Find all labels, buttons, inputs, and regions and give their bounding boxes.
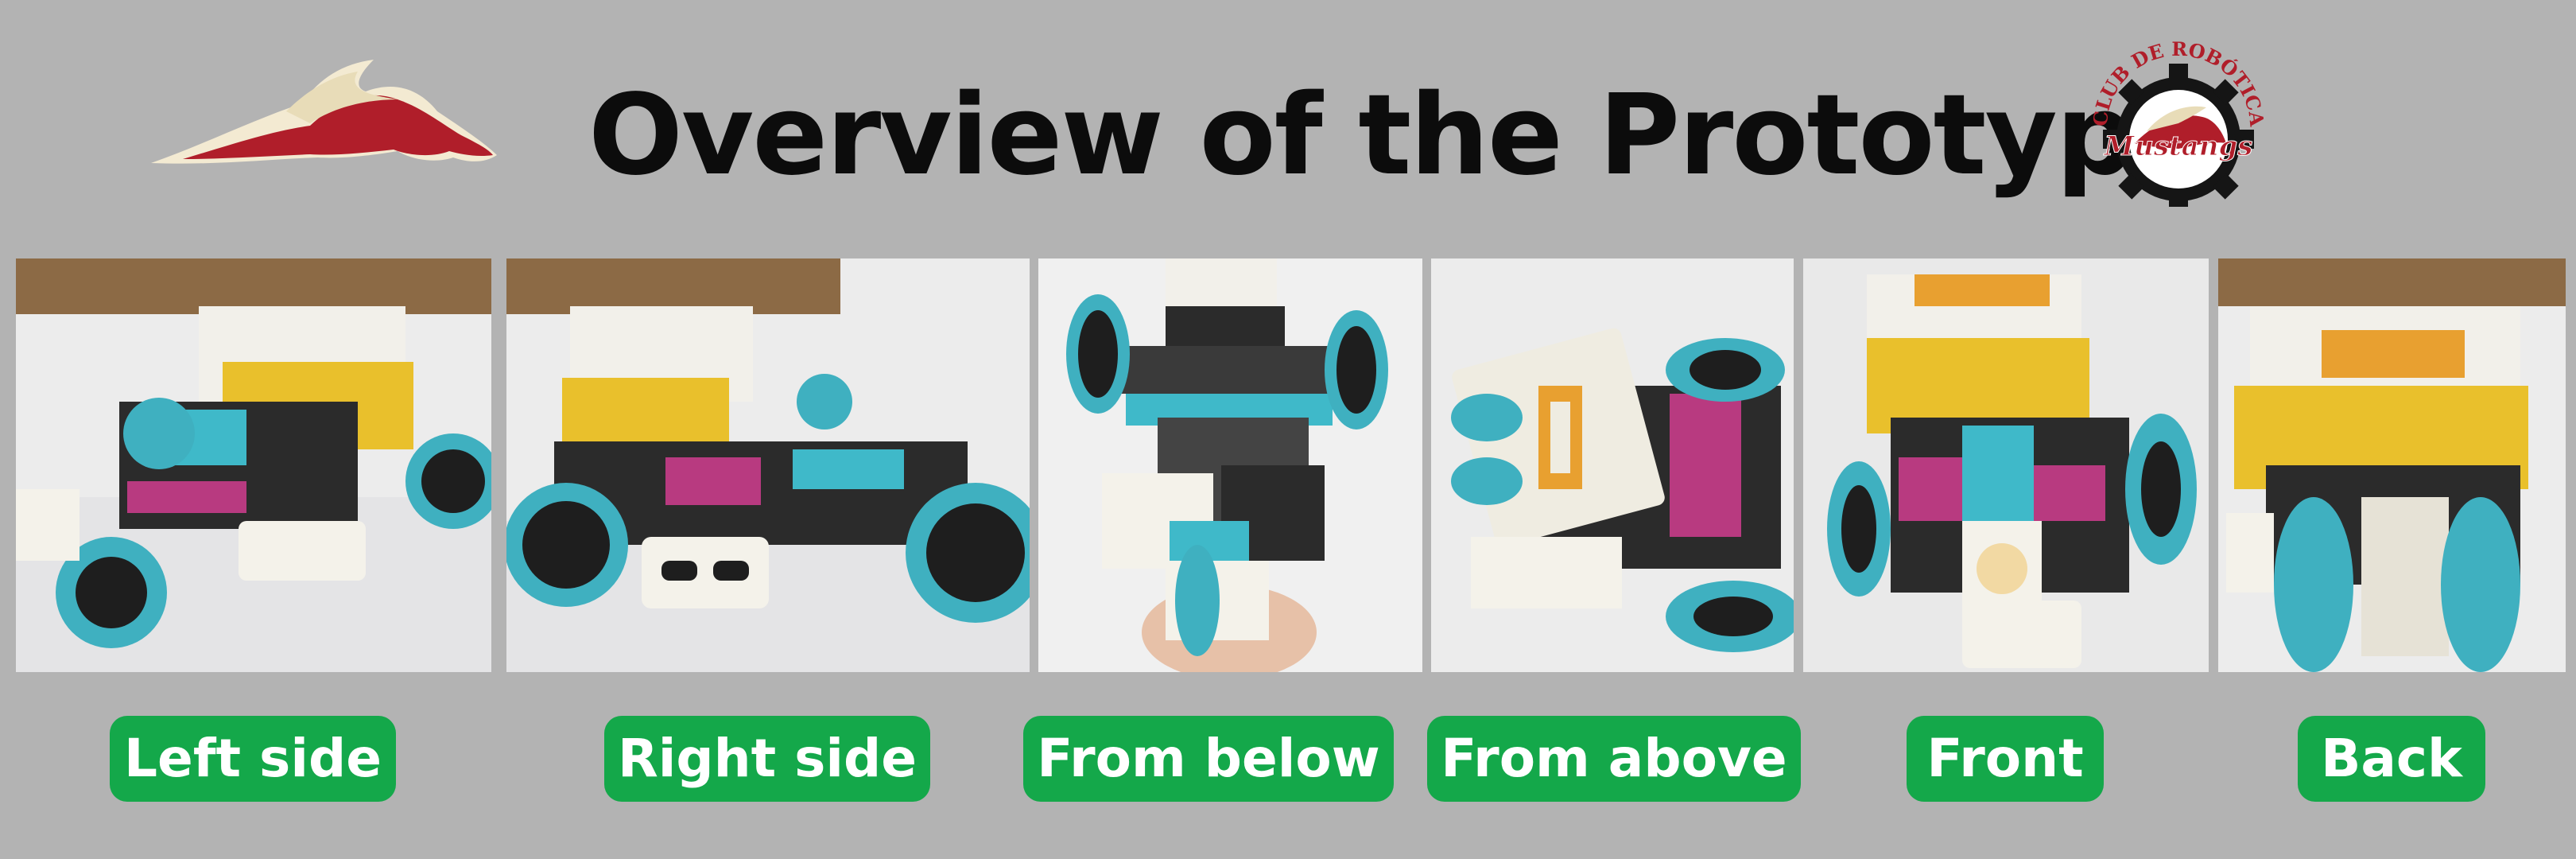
photo-from-below <box>1038 258 1422 672</box>
club-logo-name: Mustangs <box>2104 130 2253 162</box>
photo-from-above <box>1431 258 1794 672</box>
label-back: Back <box>2298 716 2485 802</box>
club-robotica-logo: CLUB DE ROBÓTICA Mustangs <box>2075 37 2282 215</box>
label-from-above: From above <box>1427 716 1801 802</box>
mustang-logo-left <box>135 56 509 175</box>
photo-right-side <box>506 258 1030 672</box>
photo-front <box>1803 258 2209 672</box>
label-from-below: From below <box>1023 716 1394 802</box>
label-front: Front <box>1907 716 2104 802</box>
label-right-side: Right side <box>604 716 930 802</box>
photo-back <box>2218 258 2566 672</box>
photo-left-side <box>16 258 491 672</box>
label-left-side: Left side <box>110 716 396 802</box>
page-title: Overview of the Prototype <box>588 71 2209 200</box>
